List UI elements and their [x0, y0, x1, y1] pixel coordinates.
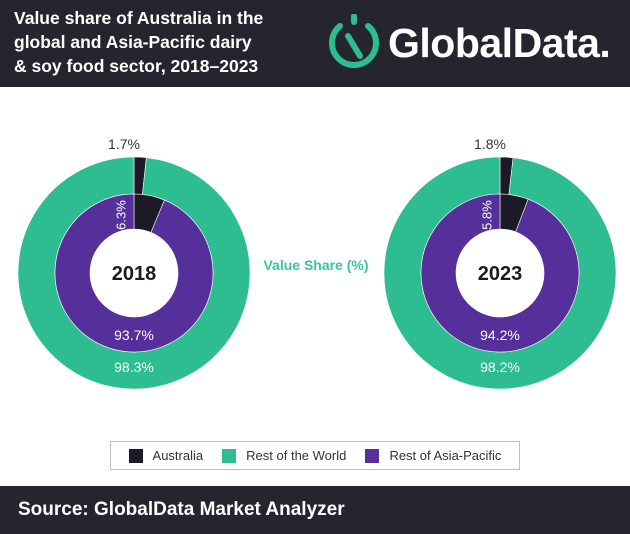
- donut-1-outer-label-rest-of-world: 98.2%: [480, 359, 520, 375]
- chart-title-line-1: Value share of Australia in the: [14, 8, 264, 28]
- globaldata-logo: GlobalData.: [326, 14, 626, 72]
- legend-swatch-australia: [128, 448, 143, 463]
- donut-1-inner-slice-rest-of-asia-pacific: [420, 193, 580, 353]
- source-note: Source: GlobalData Market Analyzer: [18, 499, 345, 520]
- donut-0-inner-label-rest-of-asia-pacific: 93.7%: [114, 327, 154, 343]
- chart-title-line-2: global and Asia-Pacific dairy: [14, 32, 252, 52]
- legend-item-rest-of-asia-pacific: Rest of Asia-Pacific: [365, 448, 501, 463]
- footer-banner: Source: GlobalData Market Analyzer: [0, 486, 630, 534]
- donut-1-inner-label-australia: 5.8%: [479, 200, 494, 230]
- legend-item-rest-of-world: Rest of the World: [222, 448, 346, 463]
- legend-item-australia: Australia: [128, 448, 204, 463]
- donut-1-year-label: 2023: [478, 263, 523, 285]
- donut-0-outer-label-rest-of-world: 98.3%: [114, 359, 154, 375]
- legend-label-australia: Australia: [152, 448, 204, 463]
- donut-0-outer-label-australia: 1.7%: [108, 136, 140, 152]
- donut-1-outer-label-australia: 1.8%: [474, 136, 506, 152]
- globaldata-logo-text: GlobalData.: [388, 20, 611, 66]
- header-banner: Value share of Australia in the global a…: [0, 0, 630, 87]
- legend-swatch-rest-of-world: [222, 448, 237, 463]
- legend: Australia Rest of the World Rest of Asia…: [110, 441, 520, 470]
- center-value-share-label: Value Share (%): [263, 257, 368, 273]
- donut-1-center-hole: [457, 230, 543, 316]
- donut-1-inner-label-rest-of-asia-pacific: 94.2%: [480, 327, 520, 343]
- legend-label-rest-of-world: Rest of the World: [246, 448, 347, 463]
- donut-charts-area: 2018 1.7% 98.3% 6.3% 93.7% 2023 1.8% 98.2% 5.8% 9…: [0, 87, 630, 432]
- donut-0-inner-slice-rest-of-asia-pacific: [54, 193, 214, 353]
- donut-0-year-label: 2018: [112, 263, 157, 285]
- legend-swatch-rest-of-asia-pacific: [365, 448, 380, 463]
- chart-title: Value share of Australia in the global a…: [14, 6, 314, 78]
- donut-0-inner-label-australia: 6.3%: [113, 200, 128, 230]
- globaldata-logo-icon: [329, 14, 379, 68]
- legend-label-rest-of-asia-pacific: Rest of Asia-Pacific: [389, 448, 502, 463]
- donut-charts-svg: 2018 1.7% 98.3% 6.3% 93.7% 2023 1.8% 98.2% 5.8% 9…: [17, 136, 617, 390]
- donut-0-center-hole: [91, 230, 177, 316]
- chart-title-line-3: & soy food sector, 2018–2023: [14, 56, 259, 76]
